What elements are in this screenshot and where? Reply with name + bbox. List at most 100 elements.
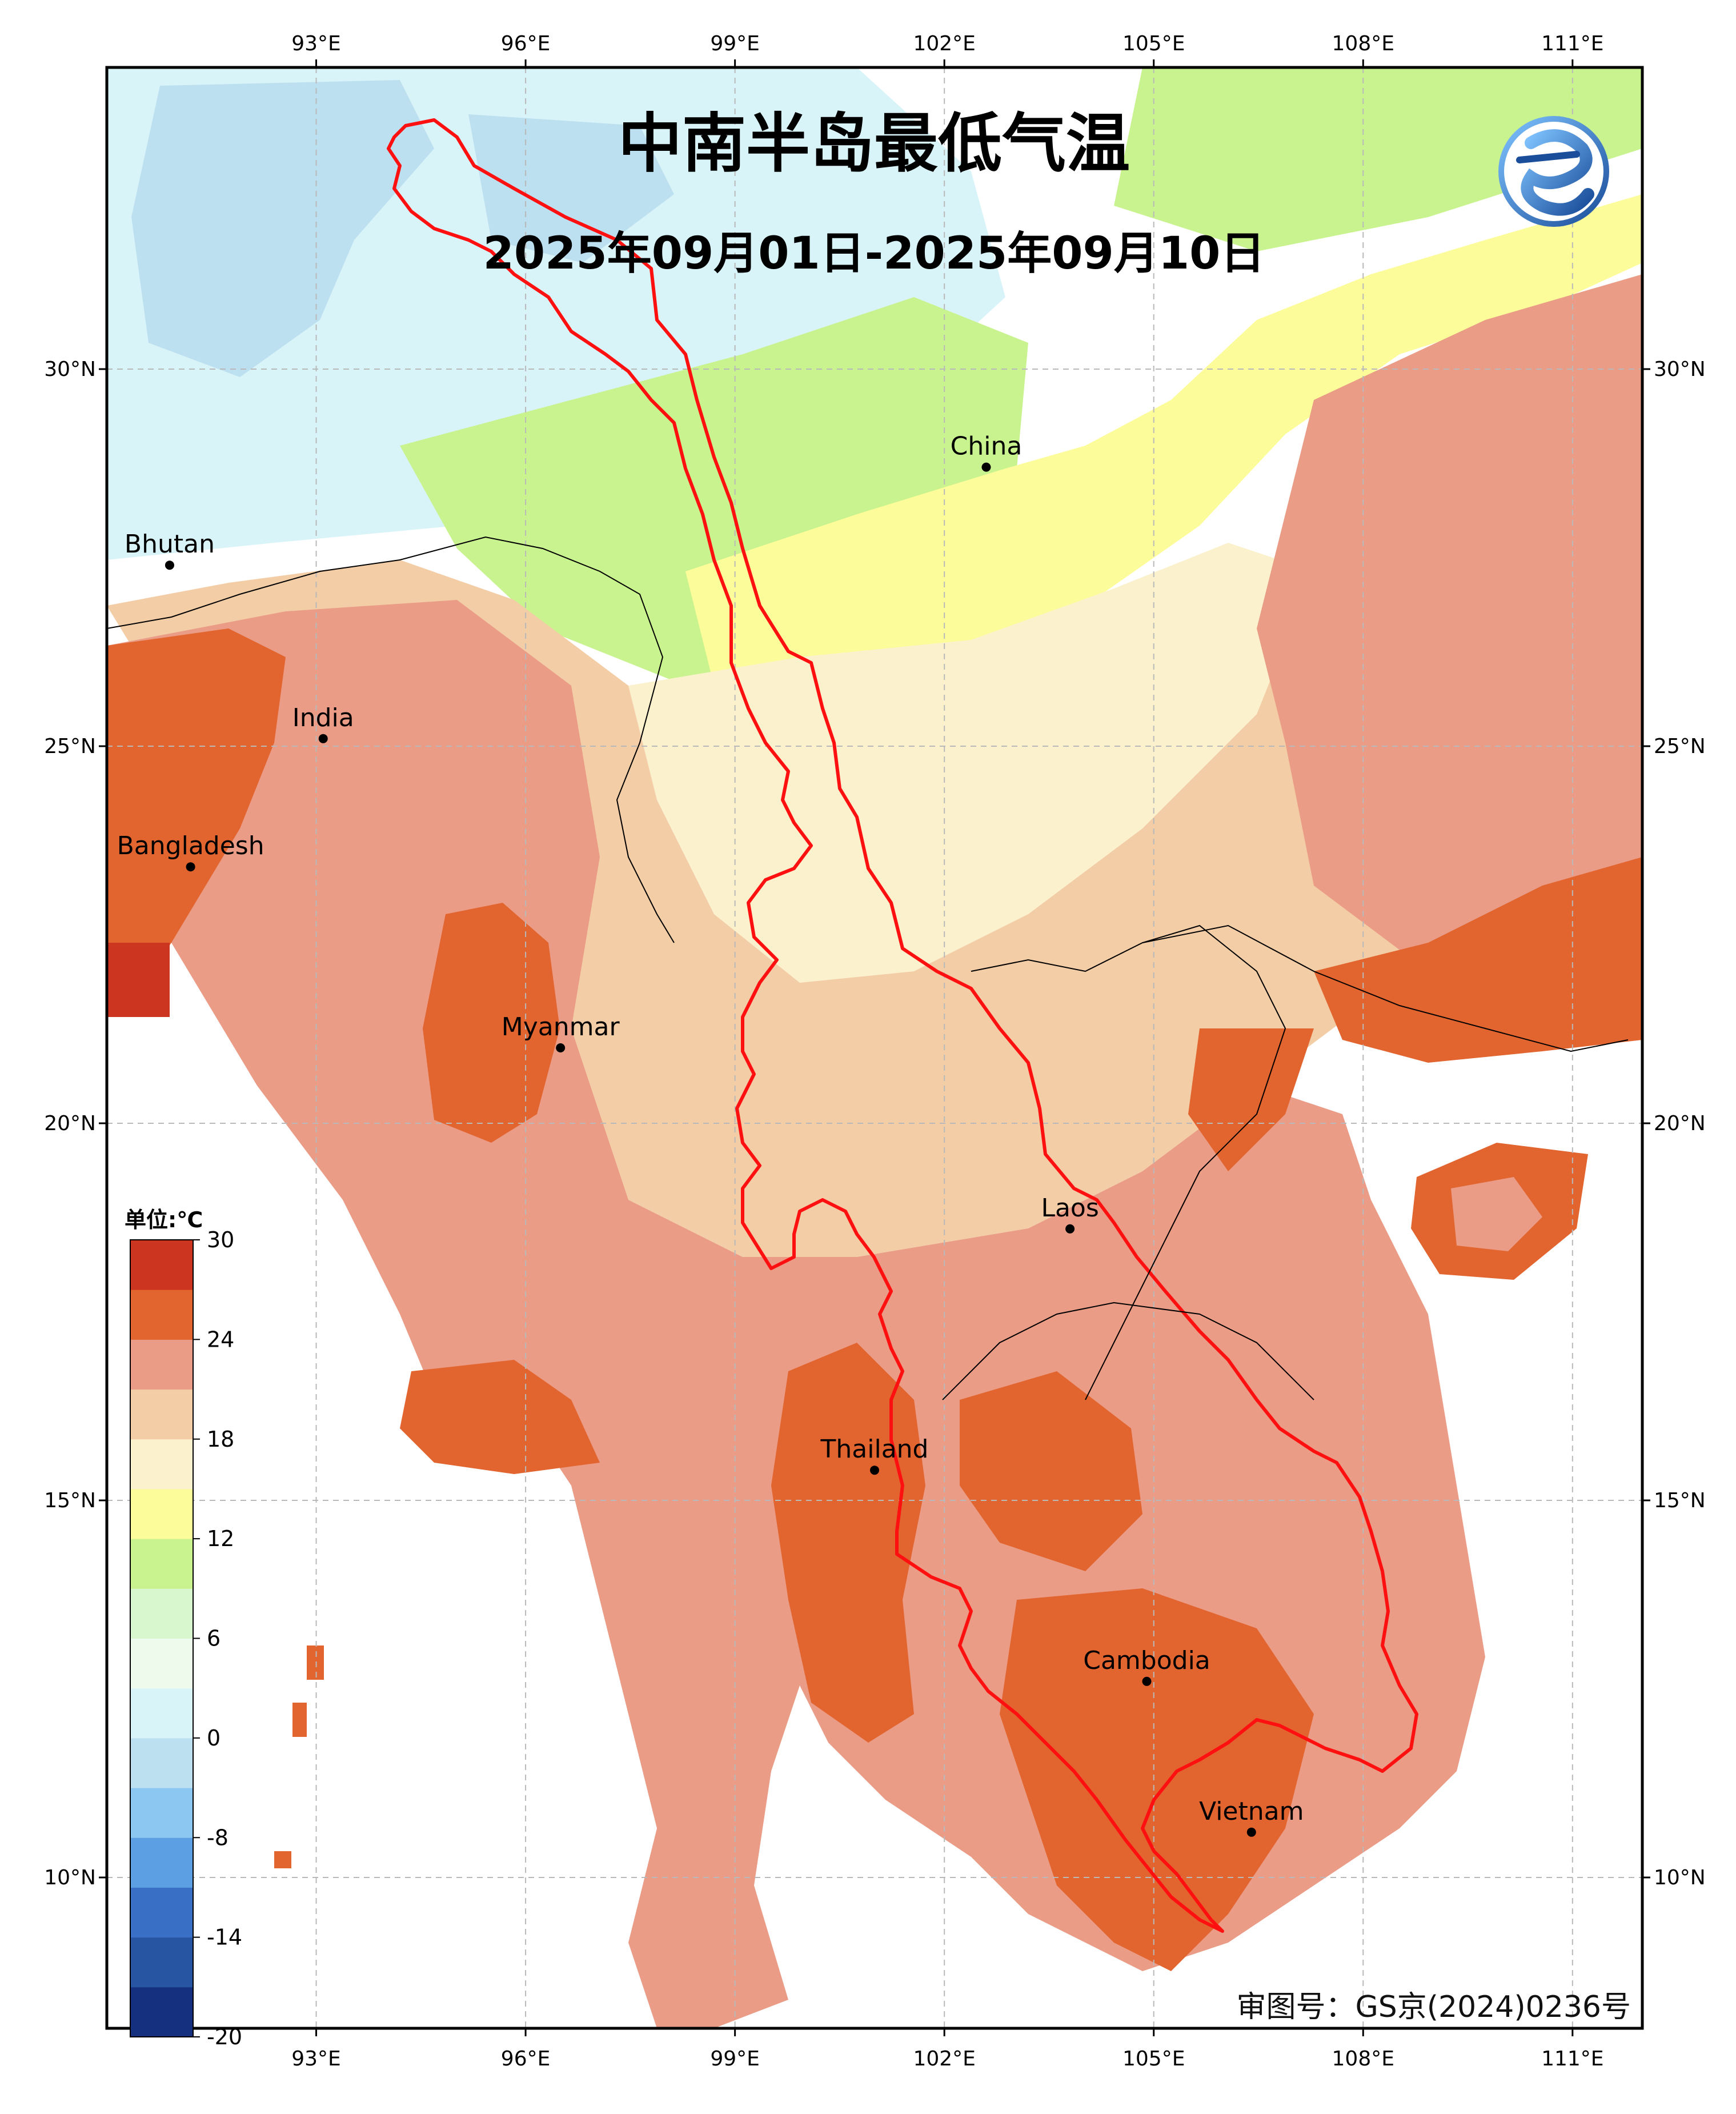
lon-label-bottom: 108°E xyxy=(1332,2047,1394,2071)
city-marker xyxy=(1246,1827,1256,1837)
lat-label-right: 15°N xyxy=(1654,1489,1706,1512)
meteorological-logo xyxy=(1498,116,1609,227)
map-title: 中南半岛最低气温 xyxy=(618,107,1130,181)
city-marker xyxy=(981,462,991,472)
map-date-range: 2025年09月01日-2025年09月10日 xyxy=(483,228,1265,279)
colorbar-swatch xyxy=(130,1887,193,1938)
colorbar-swatch xyxy=(130,1240,193,1290)
country-label: Cambodia xyxy=(1083,1646,1210,1675)
lon-label-top: 96°E xyxy=(501,32,551,55)
logo-stroke xyxy=(1516,151,1580,163)
country-label: Laos xyxy=(1041,1194,1098,1223)
lon-label-bottom: 102°E xyxy=(913,2047,975,2071)
lon-label-bottom: 111°E xyxy=(1541,2047,1603,2071)
temperature-colorbar: 30 24 18 12 6 0 -8 -14 -20 xyxy=(130,1227,242,2049)
country-label: Bhutan xyxy=(125,530,215,559)
hottest-zone-mekong xyxy=(1000,1588,1314,1971)
lat-label-right: 10°N xyxy=(1654,1866,1706,1889)
very-cold-zone-2 xyxy=(468,114,674,263)
island-andaman-2 xyxy=(292,1703,307,1737)
lat-label-left: 15°N xyxy=(44,1489,96,1512)
country-label: Bangladesh xyxy=(117,831,264,860)
country-borders xyxy=(106,536,1629,1400)
colorbar-swatch xyxy=(130,1638,193,1689)
city-marker xyxy=(165,560,174,570)
lon-label-top: 108°E xyxy=(1332,32,1394,55)
hottest-zone-west xyxy=(107,628,286,1000)
approval-number: 审图号：GS京(2024)0236号 xyxy=(1236,1990,1631,2024)
country-labels: China Bhutan India Bangladesh Myanmar Laos Tha… xyxy=(117,432,1304,1837)
colorbar-swatch xyxy=(130,1788,193,1838)
border-china-vietnam xyxy=(1142,924,1629,1052)
lon-label-bottom: 96°E xyxy=(501,2047,551,2071)
colorbar-label: 12 xyxy=(207,1526,234,1551)
colorbar-swatch xyxy=(130,1439,193,1490)
lat-label-right: 30°N xyxy=(1654,358,1706,381)
hottest-zone-cambodia xyxy=(960,1371,1142,1571)
lon-label-top: 105°E xyxy=(1122,32,1185,55)
hottest-zone-vietnam-north xyxy=(1188,1028,1314,1171)
country-label: Vietnam xyxy=(1199,1797,1304,1826)
colorbar-label: 30 xyxy=(207,1227,234,1252)
lat-label-left: 10°N xyxy=(44,1866,96,1889)
hot-salmon-zone-china xyxy=(1257,274,1642,1028)
lon-label-bottom: 93°E xyxy=(291,2047,341,2071)
colorbar-swatch xyxy=(130,1937,193,1988)
mild-zone xyxy=(685,194,1642,703)
logo-swirl xyxy=(1521,129,1594,216)
country-label: Thailand xyxy=(820,1435,929,1464)
lon-label-top: 99°E xyxy=(710,32,760,55)
colorbar-swatch xyxy=(130,1290,193,1340)
border-myanmar-west xyxy=(106,536,675,943)
colorbar-label: -20 xyxy=(207,2024,242,2049)
city-marker xyxy=(870,1466,879,1475)
city-marker xyxy=(556,1043,566,1052)
colorbar-label: 18 xyxy=(207,1427,234,1452)
lon-label-bottom: 99°E xyxy=(710,2047,760,2071)
colorbar-swatch xyxy=(130,1488,193,1539)
lon-label-bottom: 105°E xyxy=(1122,2047,1185,2071)
colorbar-unit: 单位:℃ xyxy=(125,1207,203,1232)
colorbar-label: -8 xyxy=(207,1825,228,1850)
colorbar-label: -14 xyxy=(207,1925,242,1950)
hottest-zone-south-china xyxy=(1314,857,1642,1063)
hottest-zone-thailand xyxy=(771,1343,925,1743)
colorbar-swatch xyxy=(130,1389,193,1440)
country-label: Myanmar xyxy=(502,1012,620,1042)
colorbar-label: 6 xyxy=(207,1626,220,1651)
lon-label-top: 93°E xyxy=(291,32,341,55)
lat-label-left: 30°N xyxy=(44,358,96,381)
warm-cream-zone xyxy=(628,543,1314,983)
mekong-basin-boundary xyxy=(387,118,1418,1933)
temperature-field xyxy=(107,67,1642,2028)
lat-label-left: 25°N xyxy=(44,735,96,758)
island-andaman-3 xyxy=(274,1851,291,1868)
hot-spot-bangladesh xyxy=(107,943,170,1017)
lon-label-top: 111°E xyxy=(1541,32,1603,55)
colorbar-swatch xyxy=(130,1837,193,1888)
lat-label-left: 20°N xyxy=(44,1112,96,1135)
border-laos-vietnam xyxy=(971,924,1286,1400)
lon-label-top: 102°E xyxy=(913,32,975,55)
country-label: India xyxy=(292,703,354,732)
colorbar-swatch xyxy=(130,1588,193,1639)
city-marker xyxy=(1065,1224,1075,1234)
hottest-zone-coast xyxy=(400,1360,600,1474)
very-cold-zone xyxy=(131,80,434,377)
colorbar-swatch xyxy=(130,1339,193,1390)
country-label: China xyxy=(951,432,1023,461)
axis-labels: 93°E 93°E 96°E 96°E 99°E 99°E 102°E 102°E 105°E 1… xyxy=(44,32,1706,2071)
graticule xyxy=(107,67,1642,2028)
lat-label-right: 25°N xyxy=(1654,735,1706,758)
colorbar-swatch xyxy=(130,1987,193,2037)
colorbar-swatch xyxy=(130,1737,193,1788)
lat-label-right: 20°N xyxy=(1654,1112,1706,1135)
border-thailand-cambodia xyxy=(942,1302,1314,1400)
colorbar-label: 24 xyxy=(207,1327,234,1352)
hainan-interior xyxy=(1451,1177,1542,1251)
city-marker xyxy=(318,734,328,743)
island-andaman-1 xyxy=(307,1645,324,1680)
colorbar-label: 0 xyxy=(207,1725,220,1751)
